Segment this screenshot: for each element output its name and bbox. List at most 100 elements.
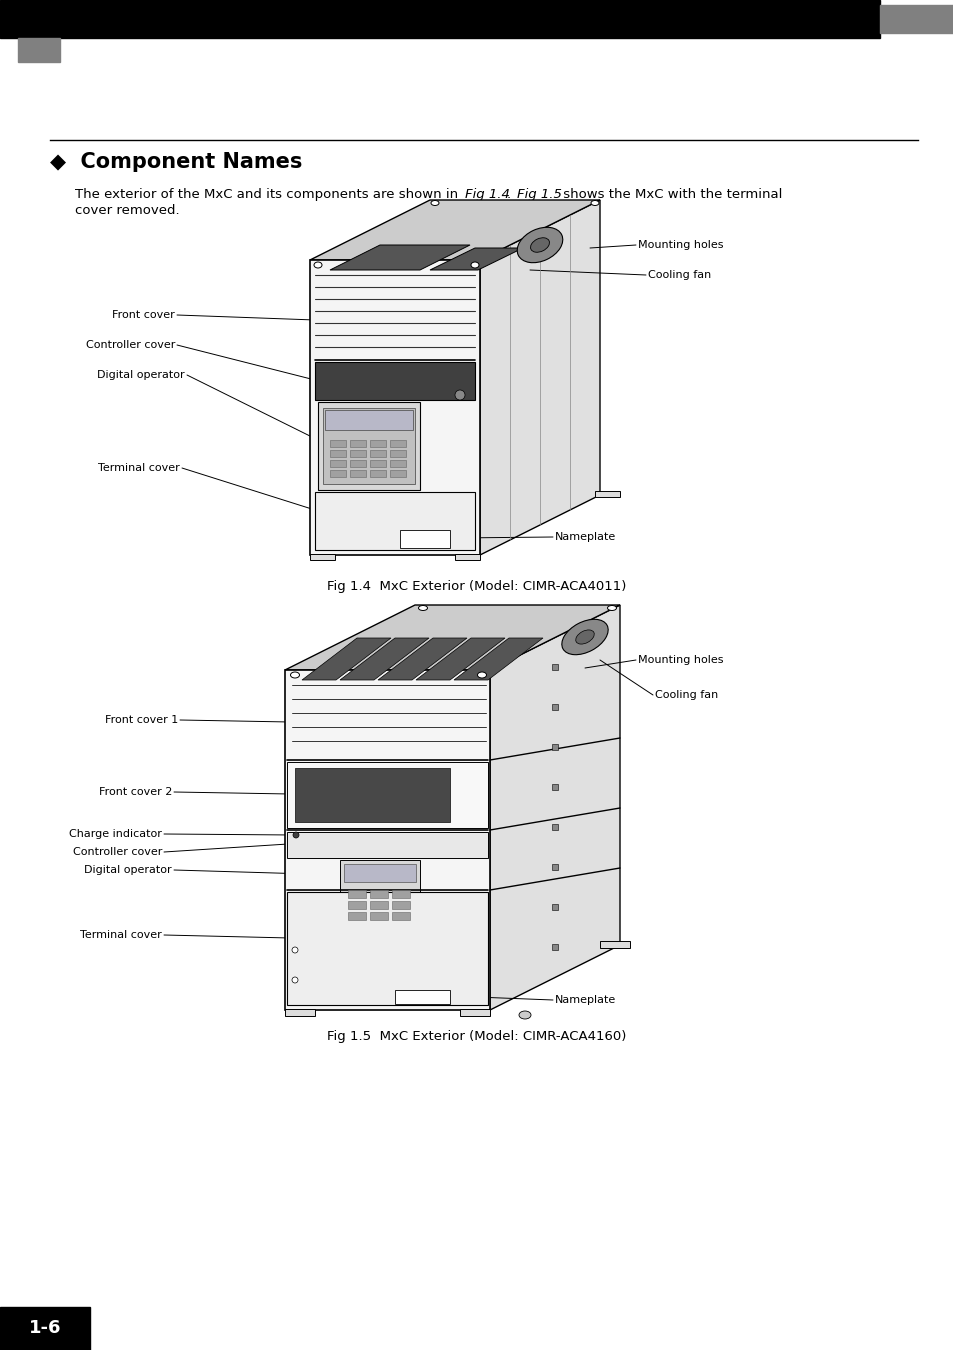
Text: Charge indicator: Charge indicator <box>69 829 162 838</box>
Text: Controller cover: Controller cover <box>86 340 174 350</box>
Text: .: . <box>506 188 515 201</box>
Polygon shape <box>370 890 388 898</box>
Text: ◆  Component Names: ◆ Component Names <box>50 153 302 171</box>
Polygon shape <box>370 440 386 447</box>
Polygon shape <box>370 470 386 477</box>
Ellipse shape <box>518 1011 531 1019</box>
Polygon shape <box>330 470 346 477</box>
Polygon shape <box>348 913 366 919</box>
Text: The exterior of the MxC and its components are shown in: The exterior of the MxC and its componen… <box>75 188 462 201</box>
Polygon shape <box>330 440 346 447</box>
Polygon shape <box>287 832 488 859</box>
Ellipse shape <box>455 390 464 400</box>
Polygon shape <box>325 410 413 431</box>
Bar <box>552 864 558 869</box>
Text: Cooling fan: Cooling fan <box>655 690 718 701</box>
Ellipse shape <box>607 606 616 610</box>
Polygon shape <box>454 639 542 680</box>
Polygon shape <box>314 491 475 549</box>
Text: Fig 1.5: Fig 1.5 <box>517 188 561 201</box>
Ellipse shape <box>517 227 562 263</box>
Bar <box>18 38 60 62</box>
Bar <box>552 664 558 670</box>
Ellipse shape <box>292 977 297 983</box>
Text: Controller cover: Controller cover <box>72 846 162 857</box>
Text: Mounting holes: Mounting holes <box>638 240 722 250</box>
Polygon shape <box>390 450 406 458</box>
Text: Fig 1.5  MxC Exterior (Model: CIMR-ACA4160): Fig 1.5 MxC Exterior (Model: CIMR-ACA416… <box>327 1030 626 1044</box>
Polygon shape <box>370 913 388 919</box>
Polygon shape <box>416 639 504 680</box>
Bar <box>552 744 558 751</box>
Ellipse shape <box>471 262 478 269</box>
Bar <box>552 824 558 830</box>
Text: shows the MxC with the terminal: shows the MxC with the terminal <box>558 188 781 201</box>
Ellipse shape <box>314 262 322 269</box>
Text: Fig 1.4: Fig 1.4 <box>464 188 509 201</box>
Text: Front cover 2: Front cover 2 <box>98 787 172 796</box>
Bar <box>552 944 558 950</box>
Polygon shape <box>310 554 335 560</box>
Polygon shape <box>294 768 450 822</box>
Polygon shape <box>302 639 391 680</box>
Polygon shape <box>390 460 406 467</box>
Polygon shape <box>370 900 388 909</box>
Polygon shape <box>350 450 366 458</box>
Polygon shape <box>430 248 522 270</box>
Polygon shape <box>317 402 419 490</box>
Polygon shape <box>390 440 406 447</box>
Polygon shape <box>392 890 410 898</box>
Polygon shape <box>287 761 488 828</box>
Polygon shape <box>350 440 366 447</box>
Bar <box>552 904 558 910</box>
Polygon shape <box>344 864 416 882</box>
Polygon shape <box>599 941 629 948</box>
Text: Digital operator: Digital operator <box>84 865 172 875</box>
Polygon shape <box>399 531 450 548</box>
Polygon shape <box>348 890 366 898</box>
Text: Cooling fan: Cooling fan <box>647 270 711 279</box>
Polygon shape <box>370 450 386 458</box>
Text: Digital operator: Digital operator <box>97 370 185 379</box>
Polygon shape <box>479 200 599 555</box>
Ellipse shape <box>477 672 486 678</box>
Text: Front cover: Front cover <box>112 310 174 320</box>
Bar <box>552 784 558 790</box>
Polygon shape <box>390 470 406 477</box>
Polygon shape <box>339 860 419 930</box>
Polygon shape <box>348 900 366 909</box>
Polygon shape <box>459 1008 490 1017</box>
Text: Terminal cover: Terminal cover <box>80 930 162 940</box>
Text: Nameplate: Nameplate <box>555 532 616 541</box>
Text: Mounting holes: Mounting holes <box>638 655 722 666</box>
Polygon shape <box>314 362 475 400</box>
Polygon shape <box>285 605 619 670</box>
Polygon shape <box>392 913 410 919</box>
Polygon shape <box>395 990 450 1004</box>
Ellipse shape <box>530 238 549 252</box>
Polygon shape <box>490 605 619 1010</box>
Ellipse shape <box>590 201 598 205</box>
Polygon shape <box>287 892 488 1004</box>
Polygon shape <box>330 244 470 270</box>
Polygon shape <box>595 491 619 497</box>
Ellipse shape <box>418 606 427 610</box>
Polygon shape <box>330 460 346 467</box>
Polygon shape <box>370 460 386 467</box>
Text: Fig 1.4  MxC Exterior (Model: CIMR-ACA4011): Fig 1.4 MxC Exterior (Model: CIMR-ACA401… <box>327 580 626 593</box>
Bar <box>879 5 953 32</box>
Polygon shape <box>350 470 366 477</box>
Text: Front cover 1: Front cover 1 <box>105 716 178 725</box>
Polygon shape <box>339 639 429 680</box>
Polygon shape <box>377 639 467 680</box>
Ellipse shape <box>293 832 298 838</box>
Polygon shape <box>392 900 410 909</box>
Polygon shape <box>323 408 415 485</box>
Polygon shape <box>285 1008 314 1017</box>
Polygon shape <box>310 261 479 555</box>
Ellipse shape <box>431 201 438 205</box>
Ellipse shape <box>575 630 594 644</box>
Text: Nameplate: Nameplate <box>555 995 616 1004</box>
Ellipse shape <box>561 620 607 655</box>
Bar <box>552 703 558 710</box>
